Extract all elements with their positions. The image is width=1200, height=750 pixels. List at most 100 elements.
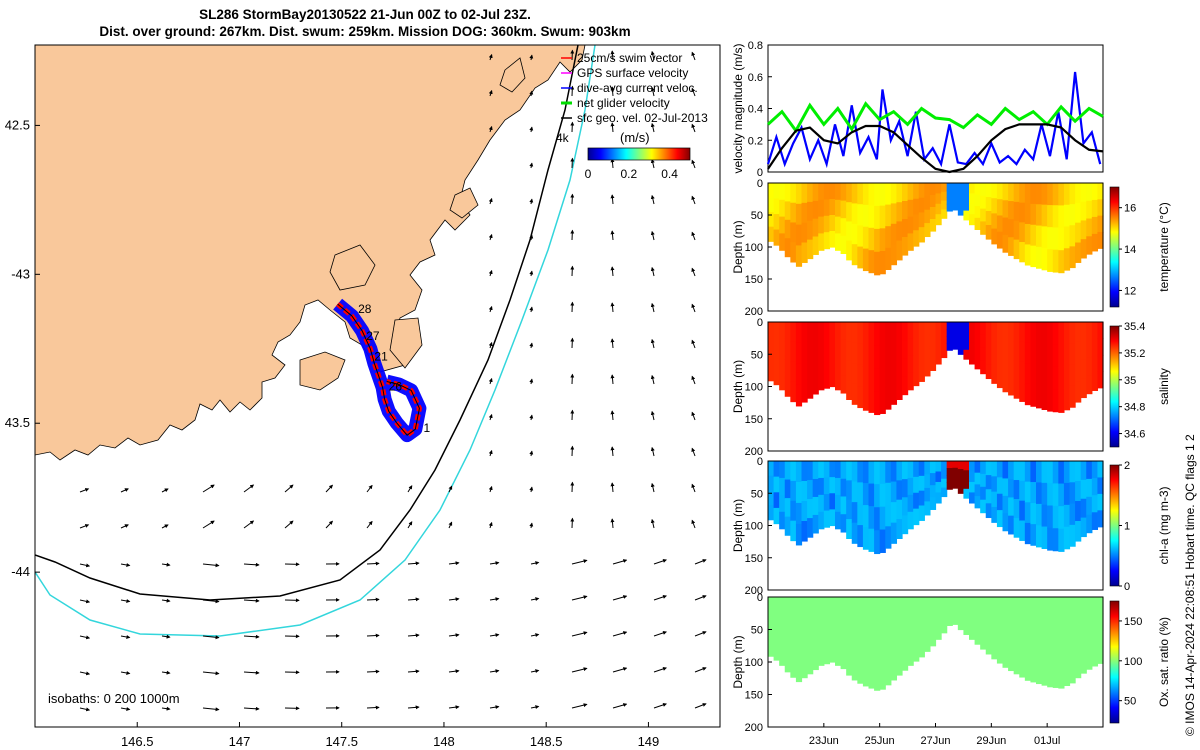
salinity-cell (829, 370, 836, 388)
temperature-cell (907, 183, 914, 201)
velocity-arrow (610, 338, 615, 349)
temperature-cell (974, 183, 981, 196)
oxygen-cell (768, 641, 775, 657)
chla-cell (935, 481, 942, 494)
chla-cell (851, 522, 858, 544)
temperature-cell (768, 197, 775, 213)
chla-cell (985, 475, 992, 490)
oxygen-cell (963, 615, 970, 626)
chla-cell (784, 461, 791, 481)
velocity-arrow (691, 195, 696, 205)
chla-cell (768, 461, 775, 477)
velocity-arrow (529, 198, 534, 205)
salinity-cell (941, 348, 948, 359)
salinity-cell (935, 332, 942, 344)
oxygen-cell (807, 654, 814, 675)
velocity-arrow (694, 667, 707, 673)
chla-cell (991, 476, 998, 493)
salinity-cell (957, 322, 965, 331)
chla-cell (1047, 527, 1054, 551)
chla-cell (890, 502, 898, 524)
velocity-arrow (650, 86, 655, 97)
tasmania-land (35, 45, 586, 461)
oxygen-y-tick-label: 150 (745, 690, 763, 702)
chla-cell (801, 500, 808, 522)
velocity-arrow (650, 302, 655, 313)
time-x-tick-label: 25Jun (865, 735, 895, 747)
chla-cell (835, 477, 842, 496)
salinity-y-tick-label: 150 (745, 414, 763, 426)
salinity-cell (896, 360, 903, 381)
salinity-cell (957, 338, 965, 347)
velocity-arrow (530, 669, 540, 674)
salinity-cell (1047, 322, 1054, 345)
oxygen-cell (1047, 619, 1054, 643)
oxygen-cell (1002, 614, 1009, 633)
legend-entry: GPS surface velocity (577, 66, 688, 80)
velocity-arrow (529, 90, 534, 97)
velocity-arrow (691, 159, 696, 169)
temperature-cell (896, 183, 903, 203)
temperature-cell (1036, 225, 1043, 248)
chla-cell (1008, 515, 1015, 535)
chla-cell (812, 478, 819, 498)
oxygen-cell (1063, 619, 1071, 642)
chla-cell (980, 461, 987, 475)
velocity-arrow (612, 667, 628, 673)
map-y-tick-label: 43.5 (5, 415, 30, 430)
temperature-cell (1047, 183, 1054, 206)
oxygen-cell (1097, 646, 1104, 664)
salinity-cell (913, 353, 920, 371)
oxygen-cell (868, 642, 875, 666)
oxygen-cell (963, 625, 970, 635)
temperature-cell (980, 195, 987, 210)
oxygen-cell (829, 645, 836, 663)
salinity-cell (773, 353, 780, 370)
chla-cell (1047, 461, 1054, 484)
velocity-arrow (120, 524, 129, 529)
temperature-cell (768, 183, 775, 199)
temperature-cell (1002, 217, 1009, 236)
map-y-tick-label: -43 (11, 266, 30, 281)
oxygen-cell (1030, 660, 1037, 683)
chla-cell (807, 499, 814, 519)
temperature-y-tick-label: 50 (751, 210, 763, 222)
salinity-cell (924, 335, 931, 350)
day-labels: 28 27 21 26 1 (358, 302, 430, 435)
chla-cell (1063, 504, 1071, 528)
oxygen-cell (1024, 659, 1032, 681)
map-x-tick-label: 147.5 (325, 734, 358, 749)
velocity-arrow (610, 518, 615, 529)
velocity-arrow (612, 703, 628, 709)
velocity-arrow (691, 339, 696, 349)
oxygen-cell (1052, 664, 1059, 688)
velocity-arrow (407, 669, 420, 674)
chla-cell (946, 468, 953, 476)
chla-cell (896, 519, 903, 539)
salinity-cell (857, 343, 864, 366)
velocity-arrow (571, 595, 588, 601)
chla-cell (779, 461, 786, 479)
salinity-cell (846, 341, 853, 362)
salinity-cell (1091, 373, 1099, 391)
velocity-arrow (448, 561, 460, 566)
chla-cell (840, 478, 847, 498)
velocity-arrow (691, 267, 696, 277)
temperature-cell (1008, 201, 1015, 220)
temperature-cell (957, 199, 965, 208)
oxygen-cell (941, 614, 948, 625)
oxygen-cell (996, 646, 1004, 664)
chla-cell (1075, 461, 1082, 482)
salinity-cell (918, 336, 925, 353)
oxygen-cell (846, 597, 853, 618)
chla-cell (1013, 461, 1020, 481)
chla-cell (918, 490, 925, 507)
velocity-arrow (243, 484, 255, 493)
chla-cell (1002, 513, 1009, 532)
chla-cell (1041, 461, 1048, 484)
oxygen-cell (957, 605, 965, 614)
oxygen-cell (1086, 597, 1093, 616)
oxygen-cell (1069, 597, 1076, 620)
salinity-cell (795, 384, 803, 407)
day-label: 28 (358, 302, 372, 316)
